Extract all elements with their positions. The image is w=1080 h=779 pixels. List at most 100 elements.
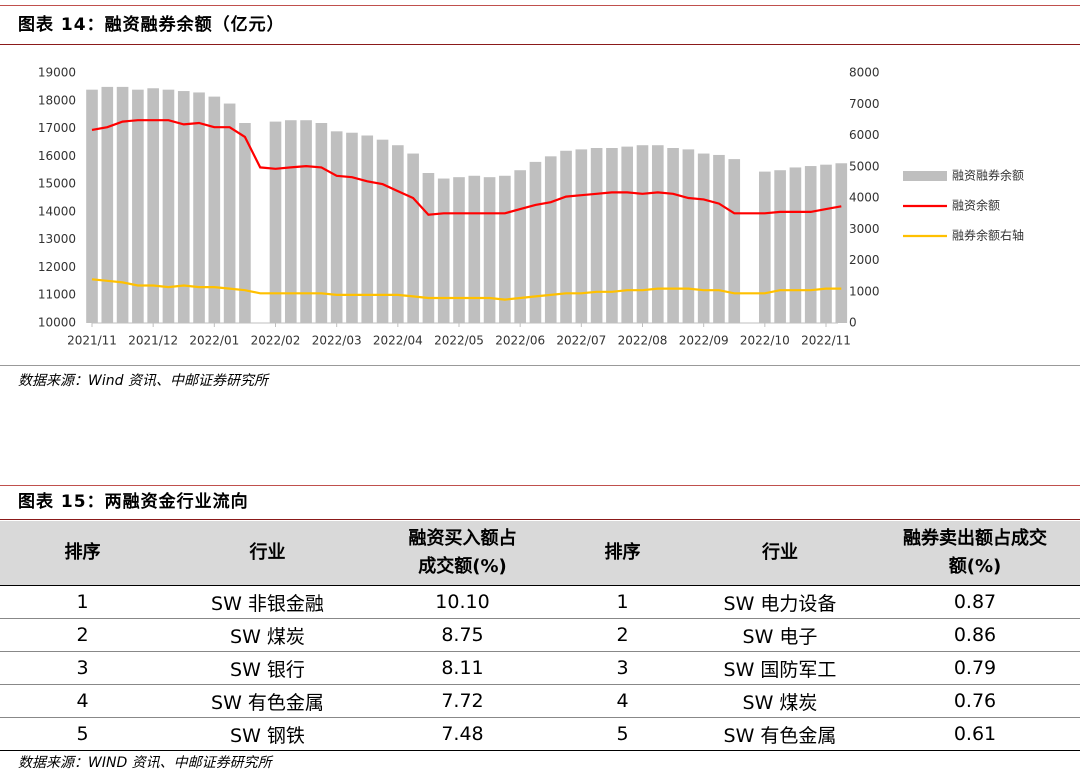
header-cell: 排序 (0, 521, 165, 586)
table-cell: 5 (555, 717, 690, 751)
x-tick-label: 2021/12 (128, 334, 178, 348)
y-tick-label: 17000 (38, 121, 76, 135)
y2-tick-label: 5000 (849, 159, 880, 173)
y2-tick-label: 8000 (849, 66, 880, 80)
y2-tick-label: 1000 (849, 284, 880, 298)
y-tick-label: 12000 (38, 260, 76, 274)
chart: 1000011000120001300014000150001600017000… (38, 66, 1024, 348)
bar (376, 139, 389, 323)
table-cell: 3 (555, 651, 690, 685)
x-tick-label: 2022/05 (434, 334, 484, 348)
bar (728, 159, 741, 323)
bar (820, 164, 832, 323)
top-rule (0, 5, 1080, 6)
legend-label: 融资余额 (952, 198, 1000, 213)
bar (132, 89, 144, 324)
table-cell: 4 (0, 684, 165, 718)
y-tick-label: 10000 (38, 316, 76, 330)
bar (667, 148, 679, 323)
y-tick-label: 16000 (38, 149, 76, 163)
table-title: 图表 15：两融资金行业流向 (18, 492, 249, 512)
table-head: 排序 行业 融资买入额占 成交额(%) 排序 行业 融券卖出额占成交 额(%) (0, 521, 1080, 586)
table-cell: SW 电力设备 (690, 585, 870, 619)
source: 数据来源：WIND 资讯、中邮证券研究所 (18, 755, 272, 771)
bar (514, 170, 526, 323)
bar (560, 150, 572, 323)
bar (330, 131, 343, 323)
x-tick-label: 2022/03 (312, 334, 362, 348)
table-cell: SW 煤炭 (690, 684, 870, 718)
table-cell: 10.10 (370, 585, 555, 619)
header-cell: 行业 (165, 521, 370, 586)
bar (606, 148, 618, 323)
bar (269, 121, 282, 323)
bar (193, 92, 205, 323)
table-cell: 7.72 (370, 684, 555, 718)
bar (621, 146, 634, 323)
header-line: 融资买入额占 (408, 528, 517, 549)
top-rule (0, 485, 1080, 486)
bar (177, 91, 190, 323)
header-row: 排序 行业 融资买入额占 成交额(%) 排序 行业 融券卖出额占成交 额(%) (0, 521, 1080, 586)
table-cell: 0.61 (870, 717, 1080, 751)
table-cell: 5 (0, 717, 165, 751)
bar (392, 145, 404, 323)
bar (697, 153, 710, 323)
table-cell: 0.76 (870, 684, 1080, 718)
bar (147, 88, 159, 324)
header-line: 额(%) (948, 556, 1002, 577)
table-cell: 8.11 (370, 651, 555, 685)
bar (300, 120, 312, 323)
y-tick-label: 15000 (38, 177, 76, 191)
title-rule (0, 44, 1080, 45)
header-cell: 行业 (690, 521, 870, 586)
bar (835, 163, 848, 323)
y2-tick-label: 3000 (849, 222, 880, 236)
table-cell: 7.48 (370, 717, 555, 751)
bar (651, 145, 664, 323)
source: 数据来源：Wind 资讯、中邮证券研究所 (18, 373, 268, 389)
bar (284, 120, 297, 323)
line (91, 278, 842, 301)
table-cell: SW 有色金属 (690, 717, 870, 751)
bar (804, 166, 817, 323)
chart-rule (0, 365, 1080, 366)
x-tick-label: 2021/11 (67, 334, 117, 348)
y-tick-label: 13000 (38, 232, 76, 246)
table-body: 1 SW 非银金融 10.10 1 SW 电力设备 0.87 2 SW 煤炭 8.75 2 SW 电… (0, 585, 1080, 751)
bar (315, 123, 328, 323)
y2-tick-label: 4000 (849, 191, 880, 205)
bar (499, 175, 511, 323)
legend-label: 融券余额右轴 (952, 228, 1024, 243)
table-cell: 1 (0, 585, 165, 619)
bar (544, 156, 557, 323)
table-cell: SW 电子 (690, 618, 870, 652)
x-tick-label: 2022/09 (679, 334, 729, 348)
bar (116, 86, 129, 323)
bar (636, 145, 649, 323)
x-tick-label: 2022/02 (251, 334, 301, 348)
table-cell: 4 (555, 684, 690, 718)
bar (483, 177, 496, 323)
table-row: 5 SW 钢铁 7.48 5 SW 有色金属 0.61 (0, 717, 1080, 751)
bar (590, 148, 603, 323)
title-rule (0, 519, 1080, 520)
line (91, 119, 842, 216)
bar (453, 177, 465, 323)
bar (682, 149, 695, 323)
header-line: 成交额(%) (418, 556, 507, 577)
table-row: 2 SW 煤炭 8.75 2 SW 电子 0.86 (0, 618, 1080, 652)
header-line: 融券卖出额占成交 (903, 528, 1047, 549)
x-tick-label: 2022/04 (373, 334, 423, 348)
table-cell: SW 有色金属 (165, 684, 370, 718)
bar (346, 132, 358, 323)
bar (162, 89, 175, 324)
bar (101, 86, 114, 323)
table-cell: 3 (0, 651, 165, 685)
table-cell: SW 银行 (165, 651, 370, 685)
figure-title: 图表 14：融资融券余额（亿元） (18, 15, 285, 35)
industry-flow-table: 排序 行业 融资买入额占 成交额(%) 排序 行业 融券卖出额占成交 额(%) 1 SW 非银金融… (0, 521, 1080, 751)
x-tick-label: 2022/11 (801, 334, 851, 348)
table-cell: SW 煤炭 (165, 618, 370, 652)
